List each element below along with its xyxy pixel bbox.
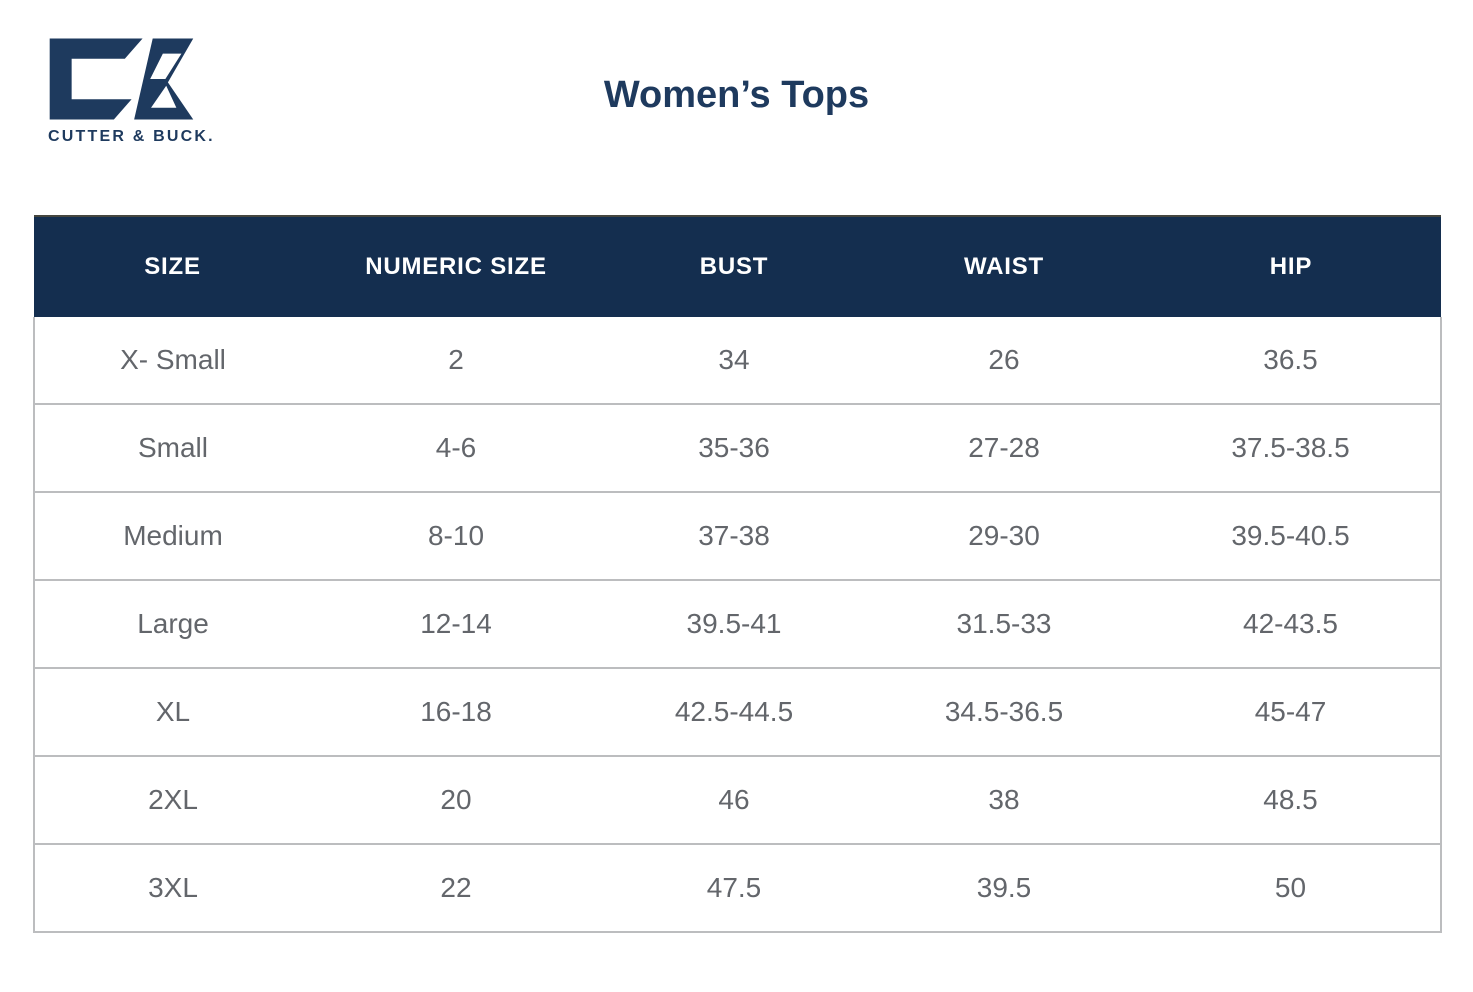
cb-monogram-icon: [49, 38, 194, 120]
table-cell: 20: [311, 756, 601, 845]
table-cell: 39.5: [867, 844, 1141, 933]
table-cell: 46: [601, 756, 867, 845]
page-title: Women’s Tops: [603, 74, 870, 116]
table-row: 2XL 20 46 38 48.5: [33, 756, 1442, 845]
table-cell: 16-18: [311, 668, 601, 757]
brand-logo: CUTTER & BUCK.: [48, 36, 215, 146]
table-cell: 3XL: [33, 844, 311, 933]
column-header-bust: BUST: [601, 215, 867, 317]
table-cell: 29-30: [867, 492, 1141, 581]
table-cell: 26: [867, 317, 1141, 405]
table-cell: 47.5: [601, 844, 867, 933]
table-row: Large 12-14 39.5-41 31.5-33 42-43.5: [33, 580, 1442, 669]
table-cell: Medium: [33, 492, 311, 581]
table-cell: X- Small: [33, 317, 311, 405]
table-cell: 42.5-44.5: [601, 668, 867, 757]
table-cell: 2: [311, 317, 601, 405]
table-cell: 8-10: [311, 492, 601, 581]
size-chart-table-container: SIZE NUMERIC SIZE BUST WAIST HIP X- Smal…: [33, 215, 1442, 933]
table-row: X- Small 2 34 26 36.5: [33, 317, 1442, 405]
table-cell: Small: [33, 404, 311, 493]
table-cell: 42-43.5: [1141, 580, 1442, 669]
table-cell: 12-14: [311, 580, 601, 669]
table-cell: 27-28: [867, 404, 1141, 493]
column-header-waist: WAIST: [867, 215, 1141, 317]
table-row: Medium 8-10 37-38 29-30 39.5-40.5: [33, 492, 1442, 581]
table-cell: 34.5-36.5: [867, 668, 1141, 757]
table-cell: 39.5-40.5: [1141, 492, 1442, 581]
table-cell: 4-6: [311, 404, 601, 493]
table-cell: 37-38: [601, 492, 867, 581]
column-header-size: SIZE: [34, 215, 311, 317]
table-cell: 50: [1141, 844, 1442, 933]
table-header-row: SIZE NUMERIC SIZE BUST WAIST HIP: [34, 215, 1441, 317]
table-row: Small 4-6 35-36 27-28 37.5-38.5: [33, 404, 1442, 493]
table-cell: 34: [601, 317, 867, 405]
table-cell: 48.5: [1141, 756, 1442, 845]
table-cell: 22: [311, 844, 601, 933]
table-cell: 36.5: [1141, 317, 1442, 405]
table-cell: 35-36: [601, 404, 867, 493]
column-header-hip: HIP: [1141, 215, 1441, 317]
table-cell: 39.5-41: [601, 580, 867, 669]
brand-wordmark: CUTTER & BUCK.: [48, 128, 215, 145]
table-row: XL 16-18 42.5-44.5 34.5-36.5 45-47: [33, 668, 1442, 757]
column-header-numeric-size: NUMERIC SIZE: [311, 215, 601, 317]
table-cell: 31.5-33: [867, 580, 1141, 669]
table-cell: 45-47: [1141, 668, 1442, 757]
table-cell: XL: [33, 668, 311, 757]
table-cell: Large: [33, 580, 311, 669]
table-cell: 38: [867, 756, 1141, 845]
table-cell: 2XL: [33, 756, 311, 845]
size-chart-table: SIZE NUMERIC SIZE BUST WAIST HIP X- Smal…: [33, 215, 1442, 933]
table-row: 3XL 22 47.5 39.5 50: [33, 844, 1442, 933]
table-cell: 37.5-38.5: [1141, 404, 1442, 493]
